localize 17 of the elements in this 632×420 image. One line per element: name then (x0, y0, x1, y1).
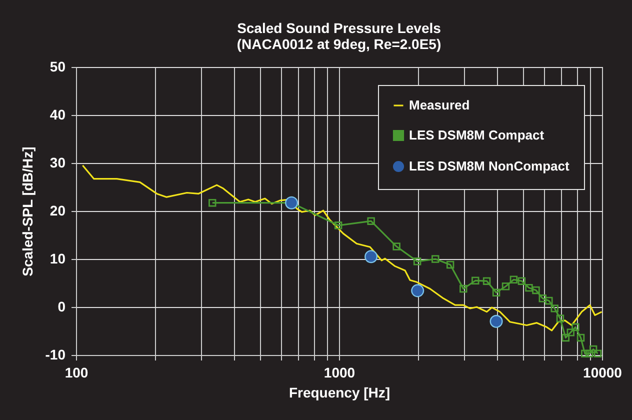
legend-label: LES DSM8M Compact (409, 128, 545, 142)
y-tick-label: 0 (58, 298, 66, 314)
x-tick-label: 10000 (583, 364, 622, 380)
y-tick-label: 30 (50, 154, 66, 170)
x-tick-label: 100 (64, 364, 88, 380)
legend-label: LES DSM8M NonCompact (409, 158, 570, 174)
y-tick-label: 10 (50, 250, 66, 266)
y-tick-label: 50 (50, 58, 66, 74)
chart-subtitle: (NACA0012 at 9deg, Re=2.0E5) (236, 36, 442, 52)
y-tick-label: 40 (50, 106, 66, 122)
y-axis-title: Scaled-SPL [dB/Hz] (19, 146, 36, 276)
chart-title: Scaled Sound Pressure Levels (237, 20, 442, 36)
y-tick-label: -10 (45, 346, 66, 362)
y-tick-label: 20 (50, 202, 66, 218)
x-tick-label: 1000 (324, 364, 356, 380)
legend-label: Measured (409, 98, 470, 112)
x-axis-title: Frequency [Hz] (288, 384, 390, 400)
